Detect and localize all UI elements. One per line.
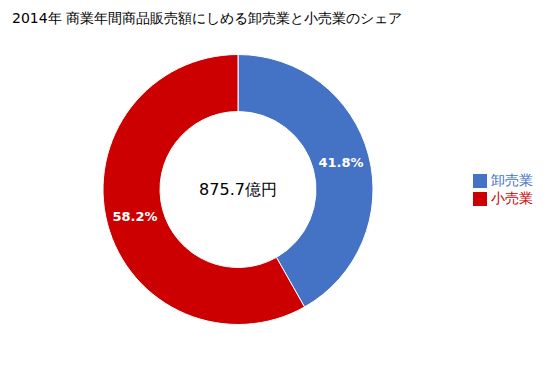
svg-text:58.2%: 58.2% <box>112 209 157 224</box>
html-text:2014年 商業年間商品販売額にしめる卸売業と小売業のシェア: 2014年 商業年間商品販売額にしめる卸売業と小売業のシェア <box>12 10 403 26</box>
svg-text:875.7億円: 875.7億円 <box>199 180 277 199</box>
html-text:卸売業: 卸売業 <box>491 171 533 188</box>
html-text:小売業: 小売業 <box>491 189 533 206</box>
svg-text:41.8%: 41.8% <box>318 155 363 170</box>
